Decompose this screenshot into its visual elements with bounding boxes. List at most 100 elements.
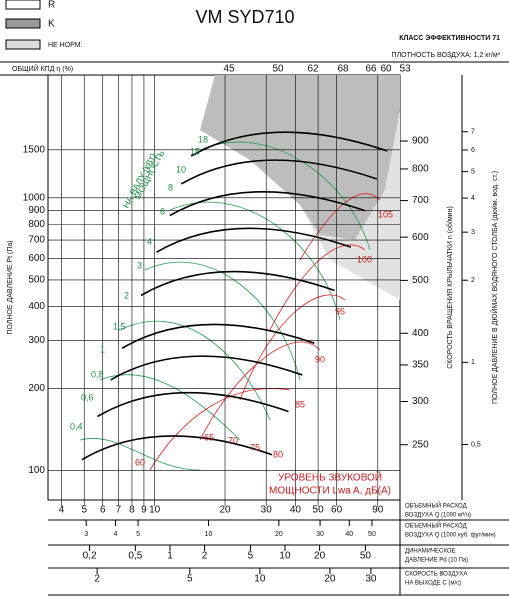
sound-label: 60 — [135, 457, 145, 467]
subtitle: ПЛОТНОСТЬ ВОЗДУХА: 1,2 кг/м³ — [392, 52, 501, 59]
x-tick-label: 6 — [100, 505, 106, 516]
x-tick-label: 4 — [113, 531, 117, 538]
scale-title: ДИНАМИЧЕСКОЕ — [405, 549, 455, 555]
legend-swatch — [5, 18, 41, 29]
speed-curve — [110, 355, 303, 381]
scale-title: СКОРОСТЬ ВОЗДУХА — [405, 572, 467, 578]
power-label: 6 — [160, 206, 165, 216]
efficiency-tick-label: 60 — [380, 64, 392, 75]
sound-label: 85 — [295, 399, 305, 409]
x-tick-label: 0,2 — [83, 551, 97, 562]
inch-tick-label: 5 — [471, 168, 475, 175]
sound-curve — [199, 341, 321, 441]
chart-title: VM SYD710 — [195, 7, 294, 27]
y-tick-label: 100 — [28, 465, 45, 476]
sound-label: 105 — [378, 209, 393, 219]
inch-tick-label: 1 — [471, 359, 475, 366]
speed-tick-label: 400 — [412, 328, 429, 339]
x-tick-label: 4 — [59, 505, 65, 516]
legend-label: R — [48, 0, 55, 11]
efficiency-tick-label: 45 — [223, 64, 235, 75]
inch-axis-title: ПОЛНОЕ ДАВЛЕНИЕ В ДЮЙМАХ ВОДЯНОГО СТОЛБА… — [490, 171, 499, 404]
sound-label: 90 — [315, 354, 325, 364]
inch-tick-label: 7 — [471, 129, 475, 136]
x-tick-label: 20 — [324, 574, 336, 585]
power-label: 8 — [168, 182, 173, 192]
power-label: 15 — [190, 146, 200, 156]
sound-curve — [239, 294, 346, 401]
efficiency-tick-label: 66 — [365, 64, 377, 75]
legend-label: НЕ НОРМ. — [48, 42, 83, 49]
efficiency-tick-label: 53 — [399, 64, 411, 75]
sound-title: МОЩНОСТИ Lwa A, дБ(А) — [269, 486, 391, 497]
x-tick-label: 5 — [81, 505, 87, 516]
y-tick-label: 400 — [28, 301, 45, 312]
x-tick-label: 8 — [129, 505, 135, 516]
efficiency-curve — [119, 320, 271, 421]
x-tick-label: 9 — [141, 505, 147, 516]
y-tick-label: 200 — [28, 383, 45, 394]
power-label: 18 — [198, 134, 208, 144]
scale-title: ВОЗДУХА Q (1000 куб. фут/мин) — [405, 533, 496, 539]
power-label: 2 — [124, 290, 129, 300]
legend-swatch — [5, 0, 41, 10]
speed-tick-label: 700 — [412, 195, 429, 206]
y-axis-title: ПОЛНОЕ ДАВЛЕНИЕ Pt (Па) — [7, 240, 14, 334]
x-tick-label: 7 — [116, 505, 122, 516]
sound-label: 100 — [357, 254, 372, 264]
x-tick-label: 30 — [316, 531, 324, 538]
speed-curve — [180, 159, 378, 185]
power-label: 3 — [137, 260, 142, 270]
x-tick-label: 30 — [261, 505, 273, 516]
not-norm-region — [300, 110, 400, 300]
power-label: 10 — [176, 164, 186, 174]
sound-label: 75 — [250, 442, 260, 452]
efficiency-title: ОБЩИЙ КПД η (%) — [12, 64, 73, 73]
y-tick-label: 1500 — [23, 144, 46, 155]
sound-title: УРОВЕНЬ ЗВУКОВОЙ — [278, 471, 382, 484]
x-tick-label: 20 — [219, 505, 231, 516]
y-tick-label: 700 — [28, 235, 45, 246]
x-tick-label: 40 — [345, 531, 353, 538]
sound-label: 95 — [335, 306, 345, 316]
scale-title: ВОЗДУХА Q (1000 м³/ч) — [405, 513, 471, 519]
sound-label: 65 — [204, 432, 214, 442]
x-tick-label: 50 — [313, 505, 325, 516]
x-tick-label: 0,5 — [128, 551, 142, 562]
x-tick-label: 5 — [136, 531, 140, 538]
speed-curve — [156, 227, 352, 253]
speed-axis-title: СКОРОСТЬ ВРАЩЕНИЯ КРЫЛЬЧАТКИ n (об/мин) — [446, 206, 454, 369]
x-tick-label: 10 — [205, 531, 213, 538]
speed-tick-label: 300 — [412, 396, 429, 407]
x-tick-label: 20 — [275, 531, 283, 538]
scale-title: ДАВЛЕНИЕ Pd (10 Па) — [405, 558, 468, 564]
x-tick-label: 5 — [248, 551, 254, 562]
y-tick-label: 600 — [28, 253, 45, 264]
efficiency-tick-label: 62 — [307, 64, 319, 75]
y-tick-label: 800 — [28, 219, 45, 230]
inch-tick-label: 3 — [471, 229, 475, 236]
legend-label: K — [48, 19, 55, 30]
efficiency-tick-label: 68 — [337, 64, 349, 75]
x-tick-label: 50 — [368, 531, 376, 538]
x-tick-label: 10 — [254, 574, 266, 585]
inch-tick-label: 6 — [471, 147, 475, 154]
speed-tick-label: 900 — [412, 136, 429, 147]
x-tick-label: 60 — [331, 505, 343, 516]
x-tick-label: 20 — [314, 551, 326, 562]
x-tick-label: 50 — [360, 551, 372, 562]
power-label: 1 — [100, 344, 105, 354]
speed-curve — [81, 435, 273, 461]
inch-tick-label: 2 — [471, 277, 475, 284]
power-label: 1,5 — [113, 321, 126, 331]
efficiency-tick-label: 50 — [272, 64, 284, 75]
speed-curve — [121, 323, 315, 349]
efficiency-curve — [79, 438, 201, 471]
x-tick-label: 2 — [202, 551, 208, 562]
power-label: 0,4 — [70, 421, 83, 431]
speed-tick-label: 800 — [412, 164, 429, 175]
x-tick-label: 2 — [94, 574, 100, 585]
x-tick-label: 90 — [372, 505, 384, 516]
y-tick-label: 500 — [28, 275, 45, 286]
